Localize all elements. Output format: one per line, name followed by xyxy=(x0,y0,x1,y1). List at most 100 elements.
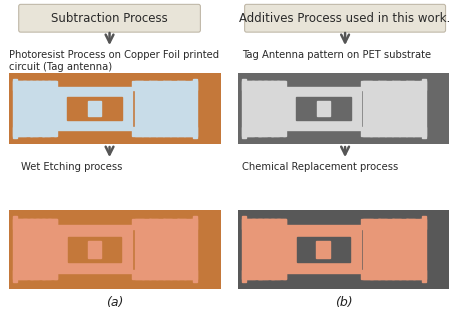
Bar xyxy=(23,82,29,90)
Bar xyxy=(238,73,449,144)
Bar xyxy=(246,219,252,229)
Bar xyxy=(406,127,413,136)
Bar xyxy=(135,270,142,280)
Bar xyxy=(13,219,18,229)
Bar xyxy=(364,219,371,229)
Bar xyxy=(286,225,361,273)
Bar xyxy=(277,82,283,90)
Bar xyxy=(142,270,149,280)
Bar xyxy=(42,219,48,229)
Bar xyxy=(399,82,407,136)
Text: (a): (a) xyxy=(106,296,124,309)
Bar xyxy=(277,219,283,229)
Bar xyxy=(149,127,156,136)
Text: (b): (b) xyxy=(335,296,353,309)
Bar xyxy=(364,82,372,136)
Bar xyxy=(23,82,32,136)
Bar xyxy=(420,127,422,136)
Bar xyxy=(371,270,378,280)
Bar xyxy=(163,219,170,229)
Bar xyxy=(54,127,57,136)
Bar xyxy=(385,82,393,136)
Bar xyxy=(184,270,191,280)
Bar xyxy=(191,82,193,90)
Bar xyxy=(184,127,191,136)
Bar xyxy=(283,270,286,280)
Bar xyxy=(371,219,380,280)
Bar xyxy=(258,219,264,229)
Bar xyxy=(191,270,193,280)
Bar xyxy=(258,127,264,136)
Bar xyxy=(48,219,57,280)
Bar xyxy=(177,82,184,90)
Bar xyxy=(177,219,186,280)
Bar xyxy=(246,82,255,136)
Bar xyxy=(422,79,426,138)
Bar xyxy=(48,219,54,229)
Bar xyxy=(385,127,392,136)
Bar xyxy=(242,219,246,229)
Bar xyxy=(399,219,408,280)
Bar xyxy=(13,127,18,136)
Bar xyxy=(252,82,261,136)
Bar xyxy=(54,270,57,280)
Bar xyxy=(317,101,329,116)
Bar xyxy=(135,127,142,136)
Bar xyxy=(246,82,252,90)
FancyBboxPatch shape xyxy=(18,4,201,32)
Bar xyxy=(271,82,277,90)
Bar xyxy=(18,127,23,136)
Bar xyxy=(170,219,179,280)
Bar xyxy=(18,82,26,136)
Bar xyxy=(283,82,286,90)
Bar xyxy=(242,79,246,138)
Bar xyxy=(392,219,399,229)
Bar xyxy=(13,82,18,90)
Bar xyxy=(271,127,277,136)
Bar xyxy=(406,219,413,229)
Bar xyxy=(258,219,268,280)
Bar xyxy=(246,127,252,136)
Bar xyxy=(242,82,246,90)
Bar xyxy=(422,270,426,280)
Bar xyxy=(42,270,48,280)
Bar xyxy=(29,219,36,229)
Bar xyxy=(252,219,258,229)
Bar xyxy=(170,82,178,136)
Bar xyxy=(385,270,392,280)
Bar xyxy=(413,82,421,136)
Bar xyxy=(242,127,246,136)
Bar xyxy=(406,219,415,280)
Bar xyxy=(18,219,27,280)
Text: Subtraction Process: Subtraction Process xyxy=(51,12,168,25)
Bar xyxy=(18,219,23,229)
Bar xyxy=(413,219,422,280)
Bar xyxy=(170,270,177,280)
Bar xyxy=(392,219,401,280)
Bar xyxy=(149,82,157,136)
Bar xyxy=(361,127,364,136)
Bar xyxy=(361,270,364,280)
Bar xyxy=(13,270,18,280)
Bar xyxy=(163,82,171,136)
Bar xyxy=(132,219,135,229)
Bar xyxy=(413,270,420,280)
Bar xyxy=(13,79,18,138)
Bar xyxy=(191,127,193,136)
Bar xyxy=(378,127,385,136)
Bar xyxy=(385,219,394,280)
Bar xyxy=(361,82,364,90)
Bar xyxy=(242,270,246,280)
Bar xyxy=(193,127,198,136)
Bar xyxy=(378,82,386,136)
Bar xyxy=(406,82,413,90)
Bar xyxy=(277,219,286,280)
Bar xyxy=(399,127,406,136)
Bar xyxy=(68,237,121,262)
Bar xyxy=(392,127,399,136)
Bar xyxy=(149,82,156,90)
Bar xyxy=(258,82,264,90)
Bar xyxy=(364,82,371,90)
Bar xyxy=(371,127,378,136)
Bar xyxy=(29,82,38,136)
